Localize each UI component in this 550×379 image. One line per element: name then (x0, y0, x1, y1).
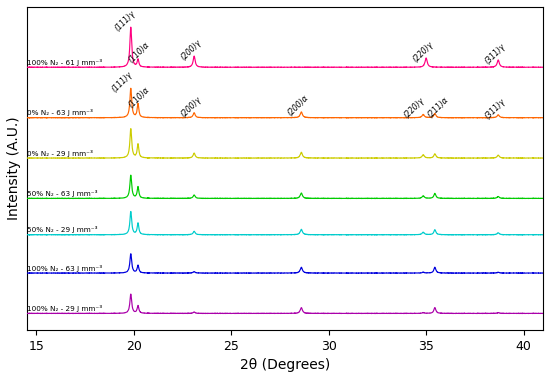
Text: (311)γ: (311)γ (483, 96, 507, 121)
Text: (200)γ: (200)γ (179, 38, 203, 62)
Text: (111)γ: (111)γ (113, 9, 137, 33)
Text: 100% N₂ - 63 J mm⁻³: 100% N₂ - 63 J mm⁻³ (28, 265, 103, 272)
Text: 50% N₂ - 29 J mm⁻³: 50% N₂ - 29 J mm⁻³ (28, 226, 98, 233)
Text: (220)γ: (220)γ (402, 96, 426, 120)
Text: (311)γ: (311)γ (483, 42, 507, 66)
Text: (211)α: (211)α (425, 95, 450, 119)
Text: 50% N₂ - 63 J mm⁻³: 50% N₂ - 63 J mm⁻³ (28, 190, 98, 197)
Text: (110)α: (110)α (127, 40, 152, 65)
Y-axis label: Intensity (A.U.): Intensity (A.U.) (7, 117, 21, 220)
Text: 100% N₂ - 29 J mm⁻³: 100% N₂ - 29 J mm⁻³ (28, 305, 103, 312)
Text: 0% N₂ - 63 J mm⁻³: 0% N₂ - 63 J mm⁻³ (28, 109, 94, 116)
X-axis label: 2θ (Degrees): 2θ (Degrees) (240, 358, 330, 372)
Text: (110)α: (110)α (127, 85, 152, 109)
Text: (200)γ: (200)γ (179, 94, 203, 119)
Text: (200)α: (200)α (286, 94, 310, 118)
Text: 100% N₂ - 61 J mm⁻³: 100% N₂ - 61 J mm⁻³ (28, 59, 103, 66)
Text: (111)γ: (111)γ (109, 70, 134, 94)
Text: (220)γ: (220)γ (411, 40, 435, 64)
Text: 0% N₂ - 29 J mm⁻³: 0% N₂ - 29 J mm⁻³ (28, 150, 94, 157)
